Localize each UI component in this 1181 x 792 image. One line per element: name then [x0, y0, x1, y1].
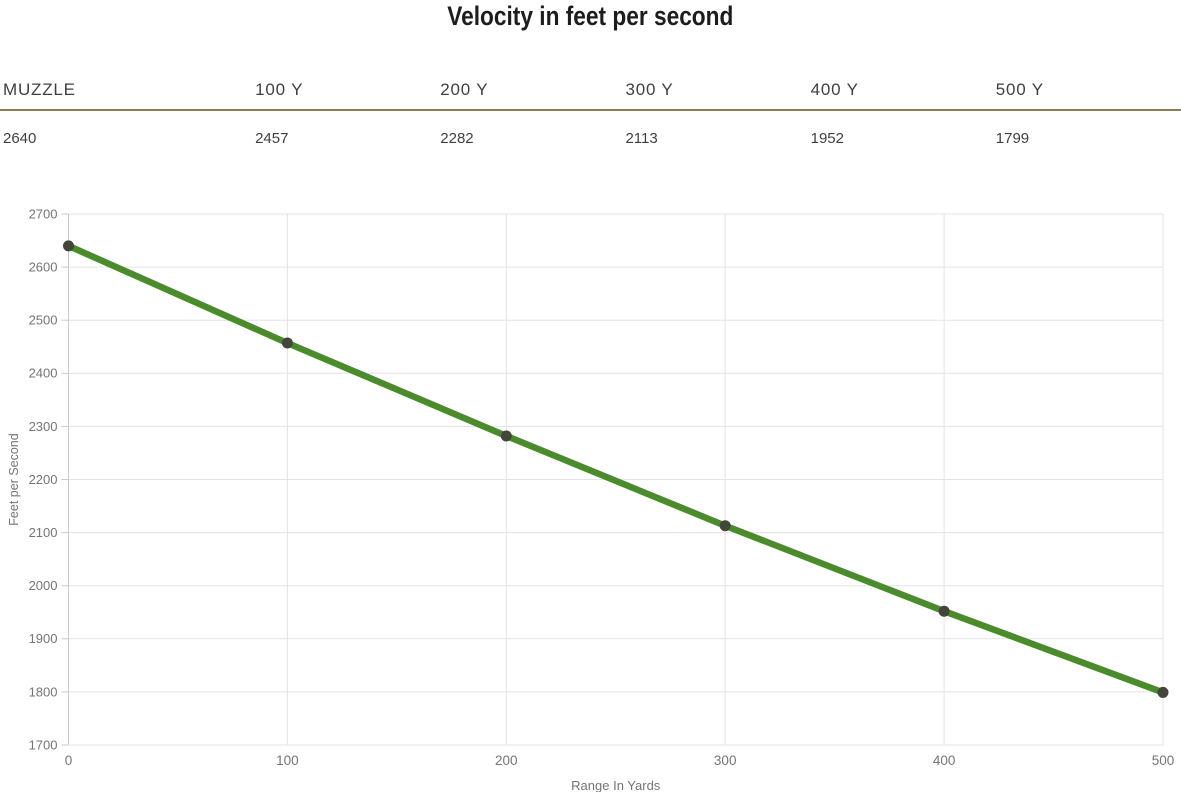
data-point-marker	[281, 337, 293, 349]
y-tick-label: 1900	[29, 631, 58, 646]
y-tick-label: 2400	[29, 365, 58, 380]
y-tick-label: 2500	[29, 312, 58, 327]
x-tick-label: 200	[495, 753, 518, 768]
table-header-cell: 500 Y	[995, 79, 1181, 111]
table-header-cell: 200 Y	[440, 79, 626, 111]
velocity-series-line	[65, 242, 1167, 696]
x-tick-label: 0	[65, 753, 73, 768]
x-tick-label: 500	[1152, 753, 1175, 768]
data-point-marker	[938, 605, 950, 617]
y-tick-label: 2700	[29, 206, 58, 221]
velocity-table: MUZZLE 100 Y 200 Y 300 Y 400 Y 500 Y 2640 2457…	[0, 79, 1181, 147]
table-header-row: MUZZLE 100 Y 200 Y 300 Y 400 Y 500 Y	[0, 79, 1181, 111]
y-axis-title: Feet per Second	[7, 433, 21, 525]
data-point-marker	[1157, 686, 1169, 698]
page-title-text: Velocity in feet per second	[447, 1, 734, 31]
table-value-cell: 2640	[3, 129, 37, 147]
data-point-marker	[719, 519, 731, 531]
data-point-marker	[500, 430, 512, 442]
x-tick-label: 300	[714, 753, 737, 768]
y-tick-label: 2300	[29, 419, 58, 434]
data-point-marker	[63, 240, 74, 252]
y-tick-label: 2000	[29, 578, 58, 593]
velocity-chart: 1700180019002000210022002300240025002600…	[7, 206, 1175, 792]
x-axis-title: Range In Yards	[571, 778, 661, 792]
table-header-cell: MUZZLE	[0, 79, 256, 111]
table-value-cell: 2457	[255, 129, 289, 147]
table-header-cell: 400 Y	[810, 79, 996, 111]
y-tick-label: 1800	[29, 684, 58, 699]
table-value-row: 2640 2457 2282 2113 1952 1799	[0, 110, 1181, 147]
y-tick-label: 2600	[29, 259, 58, 274]
table-header-cell: 300 Y	[625, 79, 811, 111]
table-value-cell: 2113	[625, 129, 658, 147]
x-tick-label: 400	[933, 753, 956, 768]
y-tick-label: 2100	[29, 525, 58, 540]
table-value-cell: 1952	[810, 129, 844, 147]
page-title: Velocity in feet per second	[0, 0, 1181, 32]
table-header-cell: 100 Y	[255, 79, 441, 111]
table-value-cell: 1799	[995, 129, 1030, 147]
table-value-cell: 2282	[440, 129, 474, 147]
y-tick-label: 1700	[29, 737, 58, 752]
y-tick-label: 2200	[29, 472, 58, 487]
x-tick-label: 100	[276, 753, 299, 768]
